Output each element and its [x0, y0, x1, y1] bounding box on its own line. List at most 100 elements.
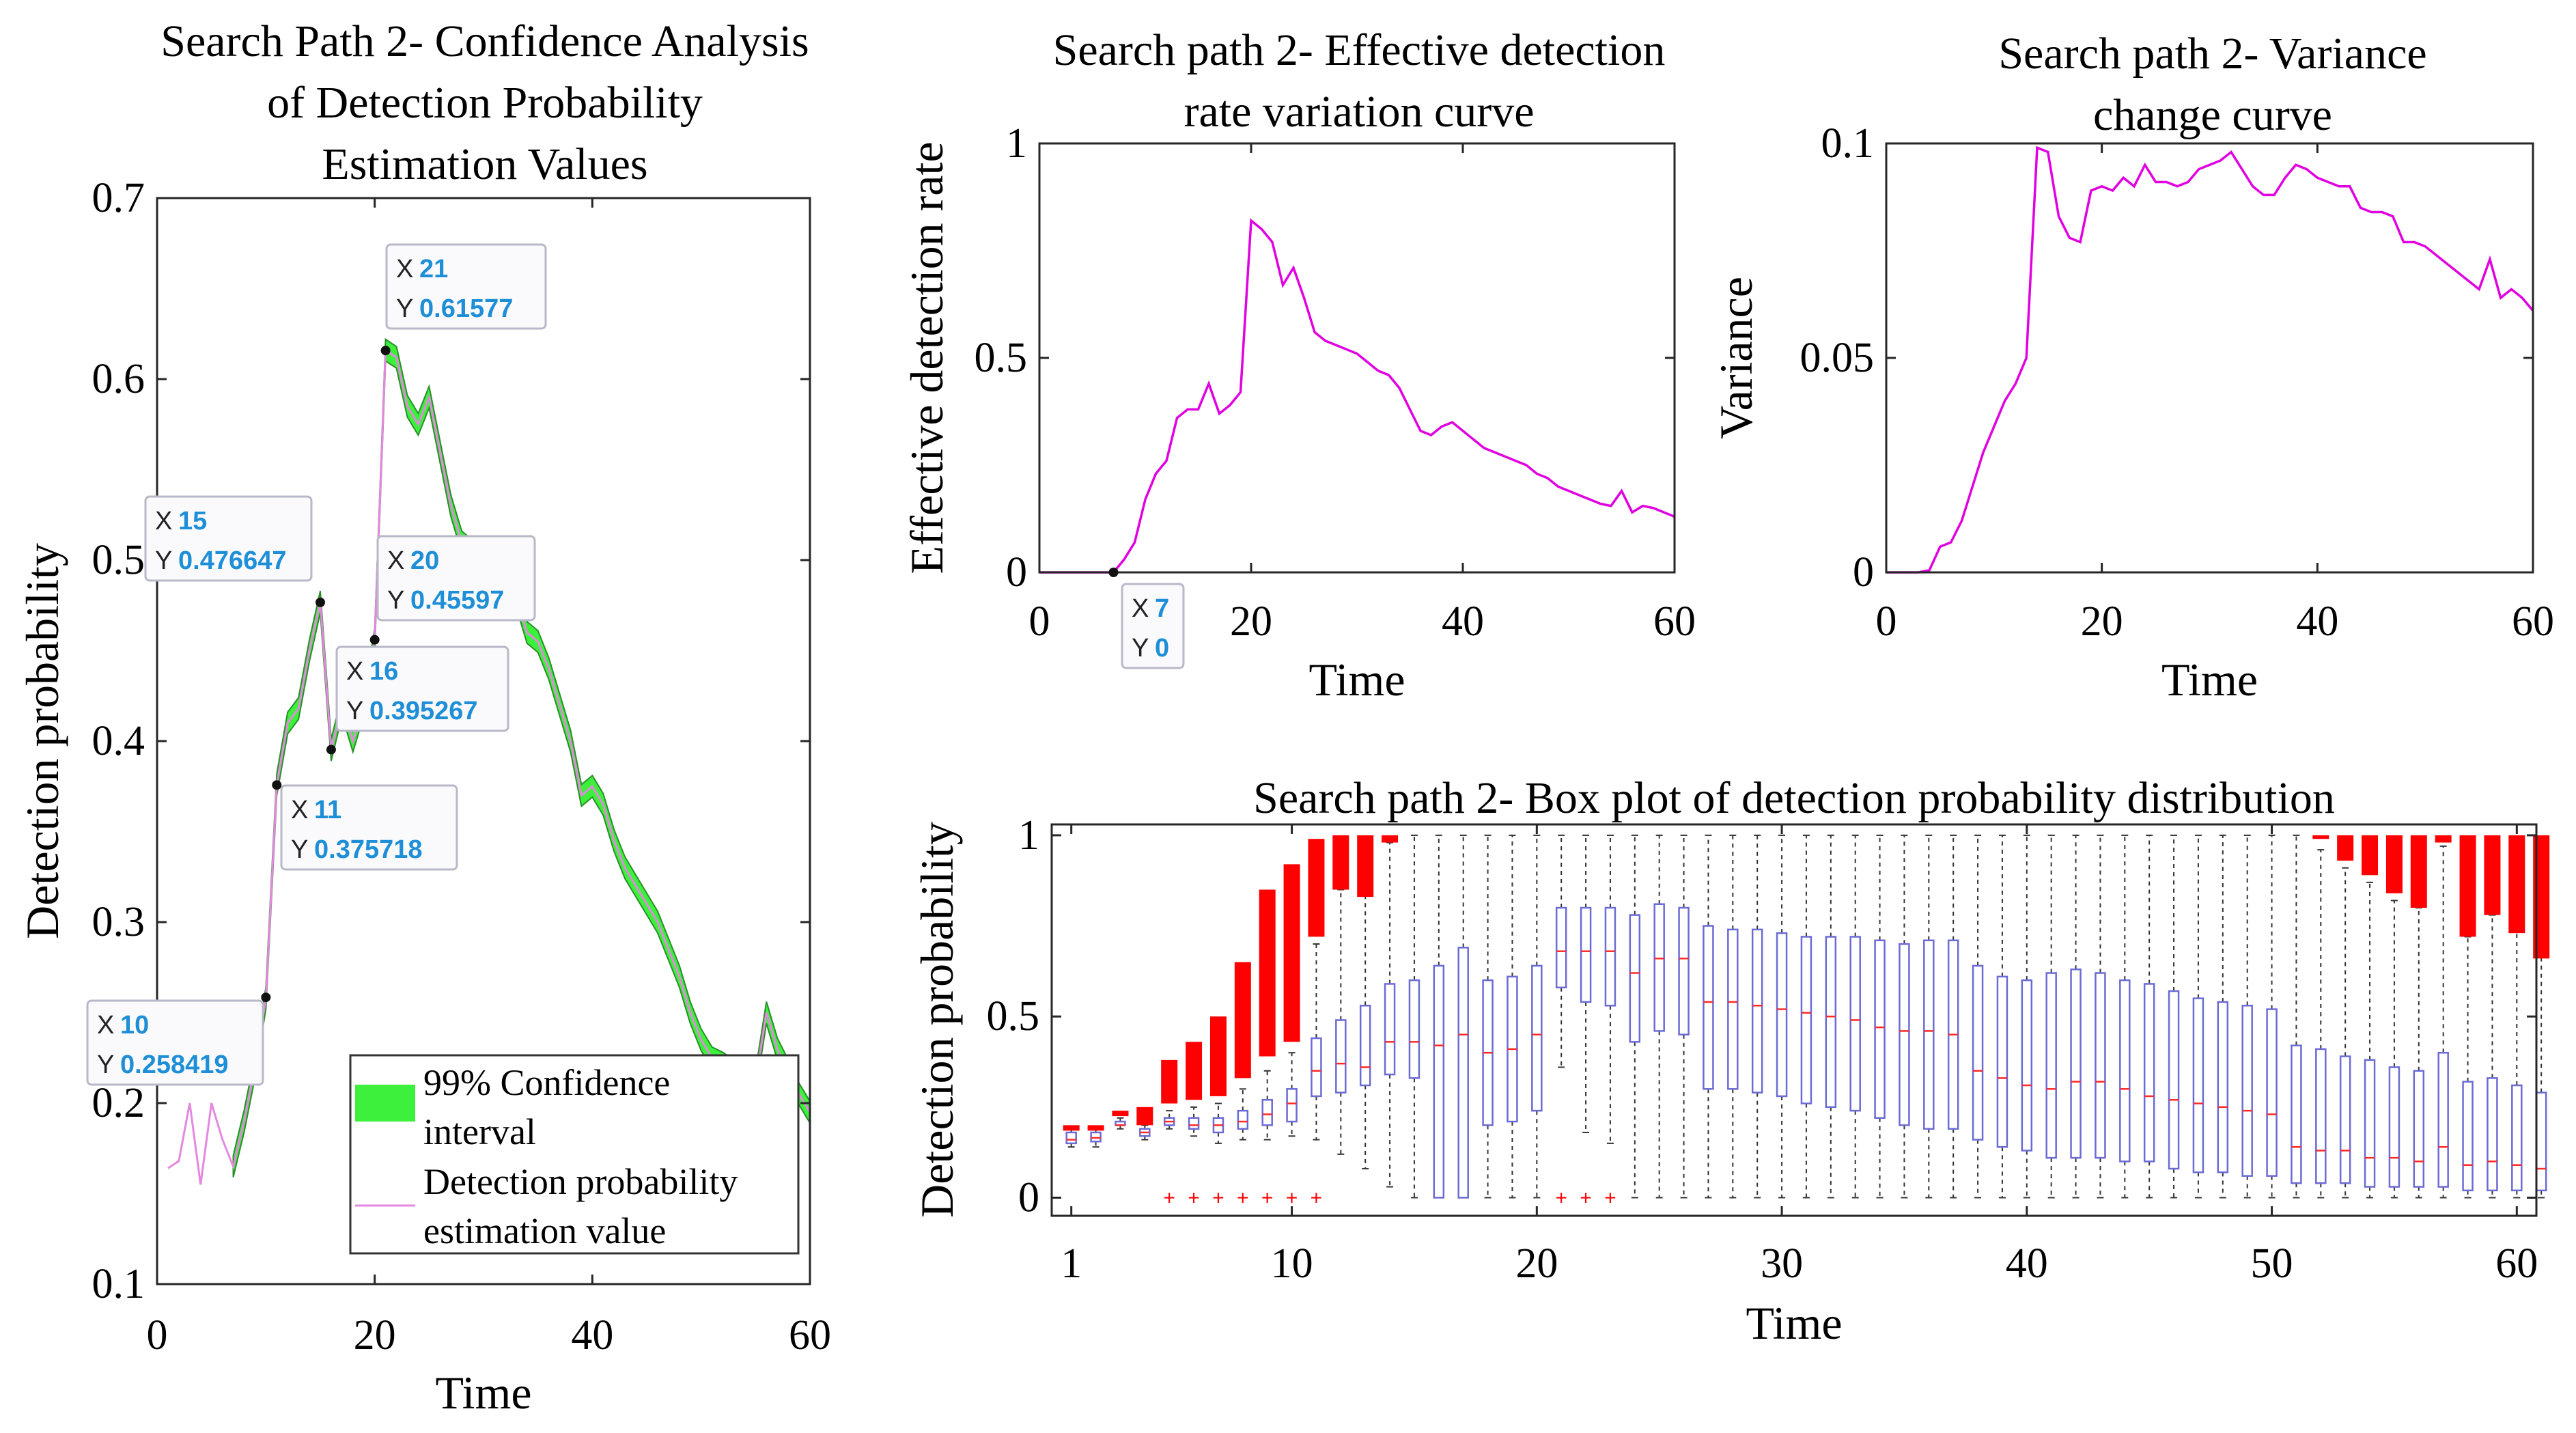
- chart-title-line-1: Search path 2- Variance: [1998, 29, 2426, 79]
- y-tick-label: 1: [1006, 120, 1027, 167]
- datatip-x-key: X: [155, 507, 172, 535]
- box-outliers: [1112, 1111, 1129, 1117]
- box: +: [1259, 889, 1276, 1209]
- box: [2217, 834, 2229, 1199]
- box: [1629, 834, 1641, 1199]
- box: [2168, 834, 2180, 1199]
- box: [2410, 835, 2427, 1199]
- y-tick-label: 0: [1006, 549, 1027, 596]
- box-outliers: [1087, 1125, 1104, 1131]
- box: [2119, 834, 2131, 1199]
- box-body: [2291, 1044, 2302, 1184]
- box-body: [1433, 964, 1445, 1199]
- box-body: [2315, 1048, 2327, 1184]
- y-axis-label: Detection probability: [16, 543, 68, 939]
- box: [1972, 834, 1984, 1199]
- chart-title-line-1: Search path 2- Effective detection: [1053, 25, 1666, 75]
- box: [1996, 834, 2008, 1199]
- box: [1703, 834, 1714, 1199]
- box: [1112, 1111, 1129, 1130]
- x-tick-label: 20: [1515, 1240, 1558, 1287]
- x-axis-label: Time: [1746, 1297, 1842, 1349]
- datatip-box: [335, 645, 509, 732]
- x-tick-label: 30: [1761, 1240, 1803, 1287]
- box-body: [2511, 1084, 2523, 1192]
- box-body: [2168, 990, 2180, 1170]
- box-body: [1188, 1117, 1200, 1130]
- box: [1947, 834, 1959, 1199]
- box: [1800, 834, 1812, 1199]
- box-outliers: [1357, 835, 1374, 898]
- effective-detection-chart: Search path 2- Effective detection rate v…: [901, 25, 1696, 706]
- datatip-marker: [1108, 568, 1119, 577]
- box-body: [1996, 975, 2008, 1148]
- datatip-x-key: X: [1132, 594, 1149, 623]
- box-outliers: [2410, 835, 2427, 908]
- box: [1653, 834, 1665, 1199]
- y-tick-label: 0: [1853, 549, 1874, 596]
- box: [2021, 834, 2033, 1199]
- box: [2192, 834, 2204, 1199]
- datatip-box: [280, 784, 458, 871]
- box-zero-outlier: +: [1604, 1186, 1616, 1209]
- box: [2070, 834, 2082, 1199]
- box: [1136, 1107, 1153, 1141]
- y-tick-label: 0.7: [92, 175, 145, 221]
- box: [1899, 834, 1910, 1199]
- box-outliers: [2435, 835, 2452, 843]
- x-tick-label: 20: [354, 1312, 396, 1359]
- box: [1332, 835, 1349, 1155]
- datatip-y-key: Y: [97, 1051, 114, 1079]
- datatip-x-key: X: [346, 657, 363, 686]
- box-outliers: [1234, 962, 1251, 1079]
- box: [1482, 834, 1494, 1199]
- box: [2337, 835, 2354, 1199]
- y-tick-label: 0.1: [1821, 120, 1875, 167]
- box: [1849, 834, 1861, 1199]
- box: +: [1555, 834, 1567, 1209]
- y-tick-label: 1: [1018, 812, 1039, 859]
- box-body: [1678, 906, 1690, 1035]
- datatip-marker: [369, 635, 380, 645]
- box-outliers: [1308, 839, 1325, 937]
- datatip-y-value: 0.61577: [419, 294, 513, 323]
- datatip-box: [1121, 583, 1185, 669]
- box-body: [2021, 979, 2033, 1152]
- x-tick-label: 0: [1876, 598, 1897, 645]
- datatip-x-value: 16: [369, 657, 398, 686]
- box-body: [2266, 1008, 2278, 1177]
- box-body: [2339, 1055, 2351, 1184]
- box-outliers: [2459, 835, 2476, 937]
- y-tick-label: 0.05: [1800, 335, 1875, 381]
- box-body: [2119, 979, 2131, 1163]
- x-axis-label: Time: [435, 1367, 531, 1419]
- datatip-x-key: X: [396, 255, 413, 283]
- box: [2241, 834, 2253, 1199]
- box: [1433, 834, 1445, 1199]
- x-tick-label: 0: [147, 1312, 168, 1359]
- datatip: X 20Y 0.45597: [369, 535, 536, 645]
- box-body: [1408, 979, 1420, 1079]
- box: +: [1283, 864, 1300, 1209]
- box-zero-outlier: +: [1555, 1186, 1567, 1209]
- box-body: [2437, 1052, 2449, 1188]
- box-body: [1237, 1109, 1249, 1130]
- box-body: [2143, 983, 2155, 1163]
- box-body: [1703, 925, 1714, 1090]
- y-axis-label: Variance: [1710, 277, 1762, 439]
- box-body: [1653, 903, 1665, 1032]
- legend-label-ci-line1: 99% Confidence: [423, 1062, 670, 1103]
- box: [1457, 834, 1469, 1199]
- box-body: [1776, 932, 1788, 1098]
- datatip-y-value: 0.258419: [120, 1051, 229, 1079]
- box: [1087, 1125, 1104, 1148]
- box-outliers: [2484, 835, 2501, 915]
- datatip: X 21Y 0.61577: [380, 243, 547, 356]
- box: [1825, 834, 1837, 1199]
- datatip-x-value: 11: [314, 796, 341, 824]
- x-tick-label: 60: [1653, 598, 1696, 645]
- datatip-y-value: 0.375718: [314, 835, 423, 864]
- datatip-y-key: Y: [387, 586, 404, 615]
- box: [2459, 835, 2476, 1199]
